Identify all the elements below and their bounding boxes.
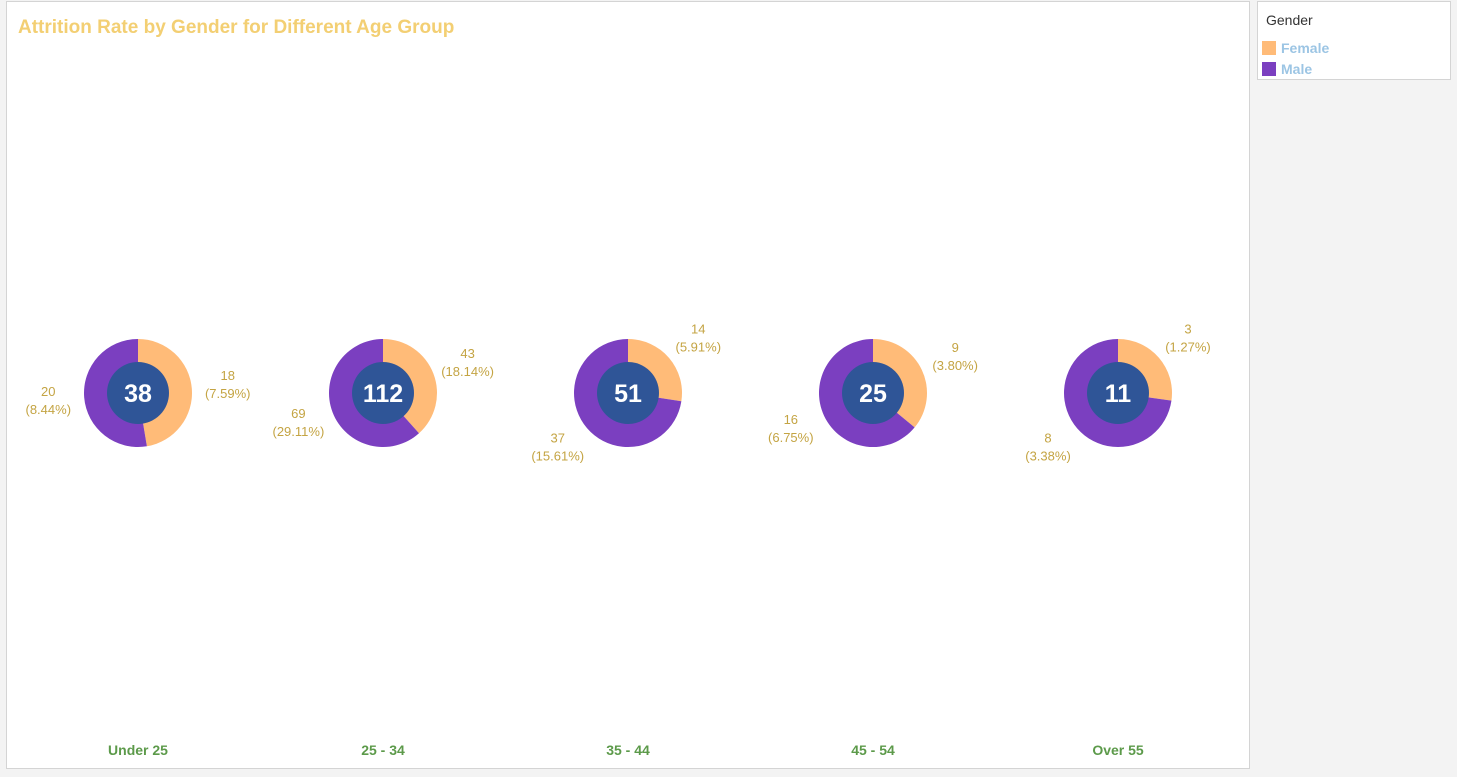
data-label-female-35-44: 14 (5.91%)	[676, 322, 722, 355]
donut-center-45-54	[842, 362, 904, 424]
data-label-male-25-34: 69 (29.11%)	[272, 406, 324, 439]
data-label-male-35-44: 37 (15.61%)	[531, 430, 584, 463]
donut-total-over-55: 11	[1105, 380, 1132, 408]
data-label-male-45-54: 16 (6.75%)	[768, 412, 814, 445]
data-label-female-under-25: 18 (7.59%)	[205, 368, 251, 401]
donut-total-25-34: 112	[363, 380, 403, 408]
donut-chart-area: 38 18 (7.59%) 20 (8.44%) Under 25 112 43 (18.14%…	[26, 321, 1211, 758]
legend-title: Gender	[1266, 12, 1313, 28]
legend-swatch-female	[1262, 41, 1276, 55]
category-label-25-34: 25 - 34	[361, 742, 405, 758]
category-label-under-25: Under 25	[108, 742, 168, 758]
data-label-female-over-55: 3 (1.27%)	[1165, 321, 1211, 354]
category-label-over-55: Over 55	[1092, 742, 1144, 758]
data-label-male-over-55: 8 (3.38%)	[1025, 431, 1071, 464]
legend: Gender Female Male	[1257, 1, 1451, 80]
legend-entry-male[interactable]: Male	[1262, 60, 1312, 78]
legend-swatch-male	[1262, 62, 1276, 76]
data-label-female-45-54: 9 (3.80%)	[932, 340, 978, 373]
donut-total-45-54: 25	[859, 380, 887, 408]
donut-total-under-25: 38	[124, 380, 152, 408]
donut-center-25-34	[352, 362, 414, 424]
legend-label-male: Male	[1281, 61, 1313, 77]
category-label-45-54: 45 - 54	[851, 742, 895, 758]
data-label-male-under-25: 20 (8.44%)	[26, 384, 72, 417]
legend-label-female: Female	[1281, 40, 1330, 56]
chart-panel: Attrition Rate by Gender for Different A…	[6, 1, 1250, 769]
donut-total-35-44: 51	[614, 380, 642, 408]
donut-center-over-55	[1087, 362, 1149, 424]
chart-title: Attrition Rate by Gender for Different A…	[18, 17, 455, 38]
data-label-female-25-34: 43 (18.14%)	[441, 346, 494, 379]
category-label-35-44: 35 - 44	[606, 742, 650, 758]
donut-center-under-25	[107, 362, 169, 424]
legend-entry-female[interactable]: Female	[1262, 39, 1329, 57]
donut-center-35-44	[597, 362, 659, 424]
